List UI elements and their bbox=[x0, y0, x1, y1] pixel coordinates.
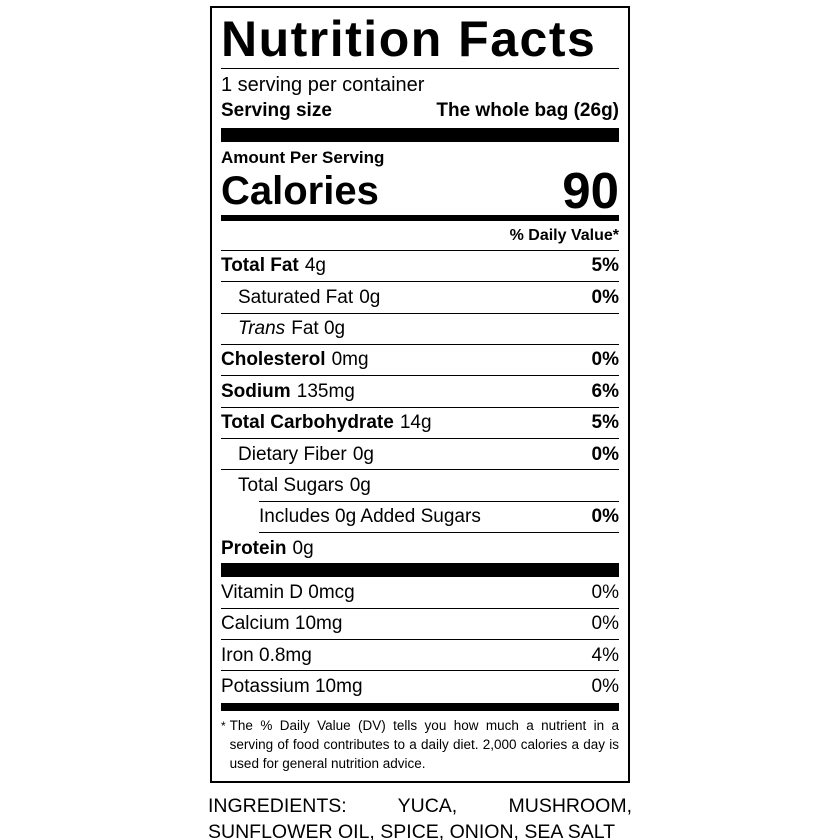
vitamin-name: Calcium 10mg bbox=[221, 613, 343, 635]
calories-label: Calories bbox=[221, 169, 379, 214]
nutrient-name-amount: Total Sugars 0g bbox=[238, 475, 371, 497]
nutrient-name: Saturated Fat bbox=[238, 286, 354, 308]
nutrient-dv: 6% bbox=[591, 380, 619, 402]
footnote-asterisk: * bbox=[221, 718, 226, 733]
serving-size-label: Serving size bbox=[221, 100, 332, 121]
footnote-text: The % Daily Value (DV) tells you how muc… bbox=[229, 717, 619, 771]
vitamin-name: Iron 0.8mg bbox=[221, 644, 312, 666]
footnote: * The % Daily Value (DV) tells you how m… bbox=[221, 711, 619, 776]
nutrient-amount: 0g bbox=[359, 286, 381, 308]
nutrient-dv: 0% bbox=[591, 349, 619, 371]
nutrient-dv: 0% bbox=[591, 286, 619, 308]
servings-per-container: 1 serving per container bbox=[221, 74, 425, 96]
nutrient-amount: Fat 0g bbox=[291, 318, 346, 340]
nutrient-name-amount: Trans Fat 0g bbox=[238, 318, 345, 340]
vitamin-row-calcium: Calcium 10mg 0% bbox=[221, 609, 619, 641]
nutrient-amount: 0mg bbox=[331, 349, 369, 371]
nutrient-name: Total Fat bbox=[221, 255, 299, 277]
calories-row: Calories 90 bbox=[221, 161, 619, 219]
serving-size-row: Serving size The whole bag (26g) bbox=[221, 100, 619, 122]
calories-value: 90 bbox=[562, 161, 619, 219]
serving-size-value: The whole bag (26g) bbox=[436, 100, 619, 121]
nutrient-name: Cholesterol bbox=[221, 349, 326, 371]
nutrient-row-total-fat: Total Fat 4g 5% bbox=[221, 251, 619, 283]
nutrient-amount: 135mg bbox=[296, 380, 355, 402]
nutrient-dv: 0% bbox=[591, 443, 619, 465]
nutrient-name-amount: Sodium 135mg bbox=[221, 381, 355, 403]
amount-per-serving-label: Amount Per Serving bbox=[221, 147, 385, 167]
nutrient-row-cholesterol: Cholesterol 0mg 0% bbox=[221, 345, 619, 377]
nutrient-row-total-sugars: Total Sugars 0g bbox=[221, 470, 619, 500]
nutrient-name-amount: Includes 0g Added Sugars bbox=[259, 506, 481, 528]
nutrient-row-added-sugars: Includes 0g Added Sugars 0% bbox=[259, 500, 619, 534]
nutrient-name: Trans bbox=[238, 318, 286, 340]
nutrient-amount: 0g bbox=[352, 443, 374, 465]
nutrient-name: Sodium bbox=[221, 380, 291, 402]
vitamin-name: Potassium 10mg bbox=[221, 675, 363, 697]
ingredients-text: INGREDIENTS: YUCA, MUSHROOM, SUNFLOWER O… bbox=[208, 795, 632, 840]
nutrient-amount: 14g bbox=[399, 412, 432, 434]
nutrient-name: Total Carbohydrate bbox=[221, 412, 394, 434]
divider-thick-protein bbox=[221, 563, 619, 578]
nutrient-row-trans-fat: Trans Fat 0g bbox=[221, 314, 619, 345]
nutrient-name-amount: Saturated Fat 0g bbox=[238, 287, 380, 309]
divider-medium-calories bbox=[221, 215, 619, 222]
nutrient-name: Includes 0g Added Sugars bbox=[259, 506, 481, 528]
vitamin-dv: 0% bbox=[591, 581, 619, 603]
nutrient-name-amount: Total Fat 4g bbox=[221, 255, 326, 277]
vitamin-row-vitamin-d: Vitamin D 0mcg 0% bbox=[221, 577, 619, 609]
vitamin-dv: 4% bbox=[591, 644, 619, 666]
nutrient-dv: 5% bbox=[591, 412, 619, 434]
nutrient-dv: 0% bbox=[591, 506, 619, 528]
nutrient-name: Dietary Fiber bbox=[238, 443, 347, 465]
nutrient-row-saturated-fat: Saturated Fat 0g 0% bbox=[221, 282, 619, 314]
vitamin-dv: 0% bbox=[591, 613, 619, 635]
nutrient-name: Total Sugars bbox=[238, 474, 344, 496]
nutrient-name: Protein bbox=[221, 537, 287, 559]
daily-value-header: % Daily Value* bbox=[221, 221, 619, 251]
nutrition-facts-label: Nutrition Facts 1 serving per container … bbox=[210, 6, 630, 784]
vitamin-row-iron: Iron 0.8mg 4% bbox=[221, 640, 619, 672]
nutrient-amount: 0g bbox=[349, 474, 371, 496]
nutrient-row-total-carbohydrate: Total Carbohydrate 14g 5% bbox=[221, 408, 619, 439]
vitamin-dv: 0% bbox=[591, 675, 619, 697]
nutrient-row-protein: Protein 0g bbox=[221, 533, 619, 563]
vitamin-row-potassium: Potassium 10mg 0% bbox=[221, 671, 619, 701]
divider-footnote bbox=[221, 702, 619, 711]
nutrient-name-amount: Cholesterol 0mg bbox=[221, 349, 369, 371]
nutrient-amount: 0g bbox=[292, 537, 314, 559]
nutrient-amount: 4g bbox=[304, 255, 326, 277]
nutrient-name-amount: Protein 0g bbox=[221, 538, 314, 560]
nutrient-dv: 5% bbox=[591, 255, 619, 277]
nutrient-row-sodium: Sodium 135mg 6% bbox=[221, 376, 619, 408]
label-title: Nutrition Facts bbox=[221, 13, 619, 69]
nutrient-name-amount: Total Carbohydrate 14g bbox=[221, 412, 432, 434]
nutrient-name-amount: Dietary Fiber 0g bbox=[238, 444, 374, 466]
nutrient-row-dietary-fiber: Dietary Fiber 0g 0% bbox=[221, 439, 619, 471]
vitamin-name: Vitamin D 0mcg bbox=[221, 581, 355, 603]
divider-thick-top bbox=[221, 127, 619, 142]
